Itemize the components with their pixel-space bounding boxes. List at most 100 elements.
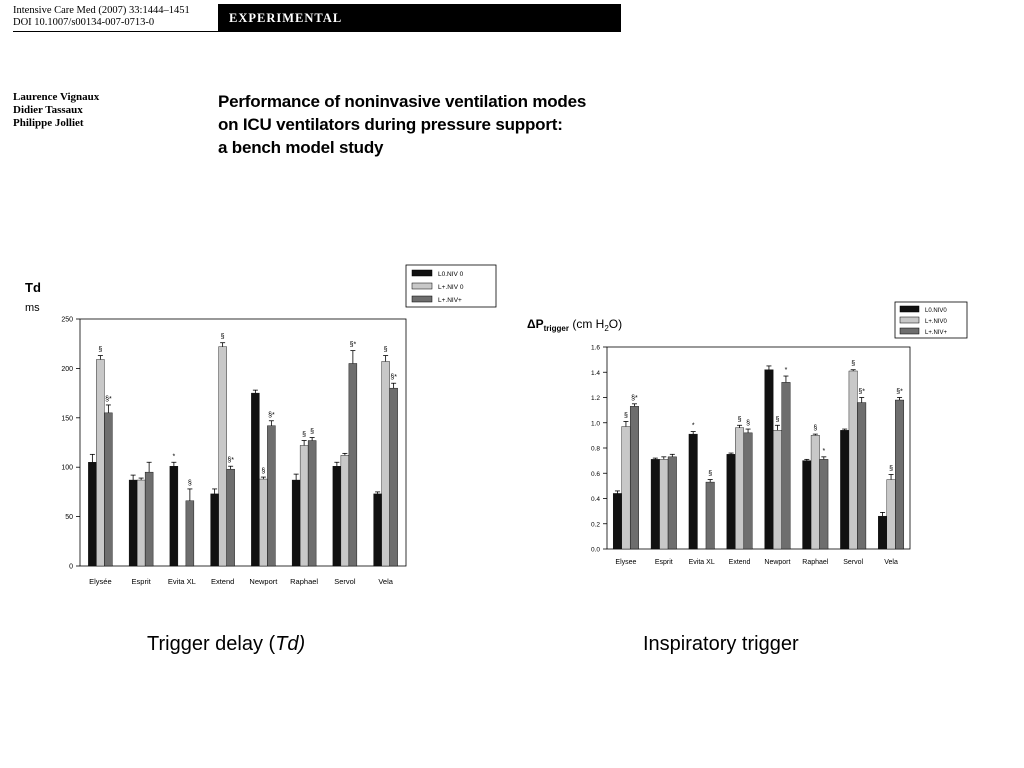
chart2-significance-mark: §	[746, 420, 750, 427]
chart2-significance-mark: §	[889, 466, 893, 473]
chart2-significance-mark: *	[785, 367, 788, 374]
chart1-bar	[210, 493, 219, 567]
chart2-significance-mark: §	[813, 425, 817, 432]
chart1-ylabel-main: Td	[25, 280, 41, 295]
chart2-ytick-label: 0.0	[591, 547, 600, 554]
chart2-ylabel-main: ΔP	[527, 317, 544, 331]
chart1-significance-mark: §	[384, 347, 388, 354]
legend-swatch	[411, 282, 433, 290]
chart2-bar	[810, 435, 820, 550]
chart2-bar	[781, 382, 791, 550]
chart2-legend: L0.NIV0 L+.NIV0 L+.NIV+	[894, 301, 968, 339]
chart2-significance-mark: §*	[858, 389, 865, 396]
inspiratory-trigger-chart: ΔPtrigger (cm H2O) 0.0 0.2 0.4 0.6 0.8 1.0 1.2…	[527, 301, 968, 566]
caption-trigger-delay: Trigger delay (Td)	[147, 633, 305, 656]
chart1-significance-mark: §	[188, 480, 192, 487]
chart1-significance-mark: §	[98, 347, 102, 354]
chart1-significance-mark: §	[221, 334, 225, 341]
author-name: Philippe Jolliet	[13, 117, 84, 129]
chart1-bar	[373, 493, 382, 567]
chart1-bar	[226, 468, 235, 567]
chart1-significance-mark: §*	[227, 457, 234, 464]
title-line: on ICU ventilators during pressure suppo…	[218, 115, 563, 134]
legend-label: L+.NIV 0	[438, 284, 464, 291]
chart1-bar	[104, 412, 113, 567]
chart2-significance-mark: §	[624, 412, 628, 419]
chart2-category-label: Esprit	[655, 559, 673, 566]
chart2-bar	[650, 459, 660, 550]
chart1-bar	[332, 466, 342, 567]
chart2-bar	[735, 427, 745, 550]
chart1-ylabel-unit: ms	[25, 302, 40, 314]
chart2-bar	[612, 493, 622, 550]
legend-swatch	[899, 327, 920, 335]
chart1-significance-mark: §*	[105, 396, 112, 403]
legend-swatch	[899, 305, 920, 313]
chart1-bar	[144, 471, 154, 567]
chart1-category-label: Newport	[249, 577, 278, 586]
chart1-ytick-label: 50	[65, 514, 73, 521]
chart2-bar	[621, 426, 631, 550]
chart1-category-label: Vela	[378, 577, 393, 586]
chart1-bar	[389, 387, 398, 567]
chart1-bar	[340, 455, 350, 567]
chart1-bar	[128, 479, 138, 567]
chart1-category-label: Evita XL	[168, 577, 196, 586]
chart2-bar	[772, 430, 782, 550]
author-name: Didier Tassaux	[13, 104, 83, 116]
chart2-bar	[857, 402, 867, 550]
chart2-significance-mark: §	[738, 416, 742, 423]
journal-citation: Intensive Care Med (2007) 33:1444–1451 D…	[13, 5, 190, 29]
title-line: Performance of noninvasive ventilation m…	[218, 92, 587, 111]
chart2-ytick-label: 0.8	[591, 446, 600, 453]
chart2-significance-mark: *	[692, 423, 695, 430]
chart1-bar	[267, 425, 276, 567]
chart2-significance-mark: *	[822, 448, 825, 455]
paper-title: Performance of noninvasive ventilation m…	[218, 90, 586, 159]
chart1-legend: L0.NIV 0 L+.NIV 0 L+.NIV+	[405, 264, 497, 308]
chart2-bar	[726, 454, 736, 550]
journal-line-1: Intensive Care Med (2007) 33:1444–1451	[13, 5, 190, 16]
section-band: EXPERIMENTAL	[218, 4, 621, 32]
chart2-ylabel-unit-sub: 2	[604, 324, 609, 333]
chart1-category-label: Servol	[334, 577, 356, 586]
chart1-significance-mark: §	[261, 468, 265, 475]
chart2-ytick-label: 1.0	[591, 420, 600, 427]
chart2-bar	[802, 460, 812, 550]
chart1-category-label: Extend	[211, 577, 234, 586]
chart2-ytick-label: 0.4	[591, 496, 600, 503]
chart2-bar	[840, 430, 850, 550]
chart1-plot-frame	[79, 318, 407, 567]
chart1-ytick-label: 0	[69, 564, 73, 571]
chart2-ylabel-unit-end: O)	[609, 317, 622, 331]
chart2-ylabel-unit: (cm H	[569, 317, 604, 331]
title-line: a bench model study	[218, 138, 384, 157]
chart1-bar	[96, 359, 105, 567]
legend-label: L0.NIV 0	[438, 271, 464, 278]
chart2-significance-mark: §	[708, 471, 712, 478]
chart2-bar	[764, 369, 774, 550]
chart1-bar	[136, 479, 146, 567]
chart2-bar	[688, 433, 698, 550]
legend-label: L+.NIV0	[925, 319, 948, 325]
section-label: EXPERIMENTAL	[229, 11, 343, 25]
chart1-category-label: Elysée	[89, 577, 112, 586]
legend-swatch	[411, 295, 433, 303]
chart2-bar	[848, 370, 858, 550]
chart2-bar	[629, 406, 639, 550]
chart2-category-label: Elysee	[615, 559, 636, 566]
chart1-category-label: Raphael	[290, 577, 318, 586]
author-list: Laurence Vignaux Didier Tassaux Philippe…	[13, 91, 99, 130]
chart1-significance-mark: *	[173, 453, 176, 460]
journal-line-2: DOI 10.1007/s00134-007-0713-0	[13, 17, 155, 28]
chart2-ylabel-sub: trigger	[544, 324, 569, 333]
chart1-significance-mark: §*	[390, 374, 397, 381]
caption-italic: Td)	[275, 633, 306, 655]
chart1-ytick-label: 250	[61, 317, 73, 324]
chart1-ytick-label: 150	[61, 415, 73, 422]
chart1-significance-mark: §	[310, 429, 314, 436]
header-rule	[13, 31, 218, 32]
chart2-category-label: Raphael	[802, 559, 829, 566]
chart2-category-label: Newport	[764, 559, 790, 566]
